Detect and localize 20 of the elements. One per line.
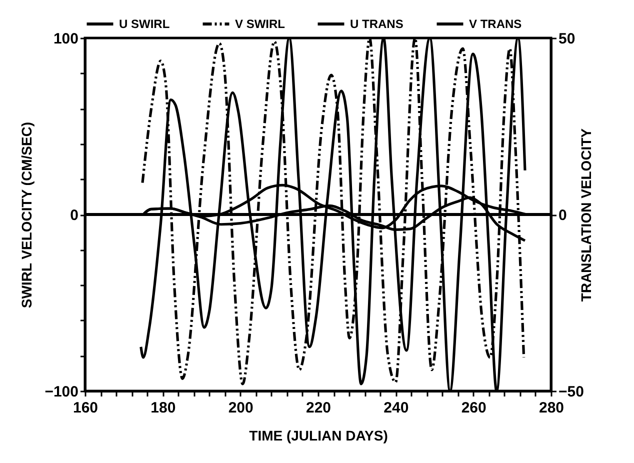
x-tick-label: 180: [150, 400, 176, 416]
y2-tick-label: −50: [558, 384, 584, 400]
x-axis-title: TIME (JULIAN DAYS): [249, 428, 388, 444]
x-tick-label: 260: [461, 400, 486, 416]
x-tick-label: 280: [538, 400, 564, 416]
y-tick-label: 0: [70, 207, 78, 224]
x-tick-label: 160: [72, 400, 98, 416]
x-tick-label: 240: [384, 400, 409, 416]
y-axis-title: SWIRL VELOCITY (CM/SEC): [18, 122, 35, 308]
x-tick-label: 220: [306, 400, 332, 416]
legend-label: U TRANS: [350, 17, 404, 31]
y-tick-label: 100: [53, 30, 78, 48]
y2-tick-label: 50: [558, 30, 576, 48]
y-tick-label: −100: [44, 384, 78, 400]
x-tick-label: 200: [228, 400, 254, 416]
legend-label: U SWIRL: [119, 17, 170, 31]
legend-label: V SWIRL: [235, 17, 285, 31]
y2-axis-title: TRANSLATION VELOCITY: [578, 128, 594, 302]
y2-tick-label: 0: [558, 207, 567, 224]
legend-label: V TRANS: [469, 17, 522, 31]
